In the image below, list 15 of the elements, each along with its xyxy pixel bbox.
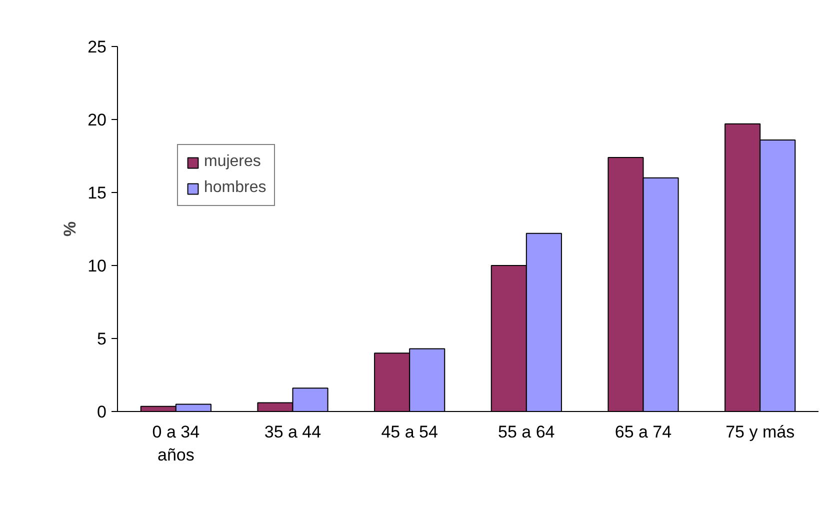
y-tick-label: 0 — [97, 402, 107, 422]
x-tick-label: 45 a 54 — [381, 422, 438, 442]
y-tick-label: 15 — [88, 184, 107, 202]
y-tick-label: 10 — [88, 256, 107, 276]
y-tick-label: 25 — [88, 38, 107, 56]
x-tick-label: 75 y más — [726, 422, 795, 442]
x-tick-label: 55 a 64 — [498, 422, 555, 442]
legend-label: mujeres — [204, 153, 261, 171]
y-tick-label: 5 — [97, 330, 107, 348]
y-tick-label: 20 — [88, 110, 107, 130]
x-tick-label: 35 a 44 — [264, 422, 322, 442]
x-tick-label: 65 a 74 — [614, 422, 672, 442]
x-tick-label: 0 a 34 años — [152, 422, 200, 464]
legend-label: hombres — [204, 179, 266, 197]
y-axis-title: % — [60, 221, 80, 237]
